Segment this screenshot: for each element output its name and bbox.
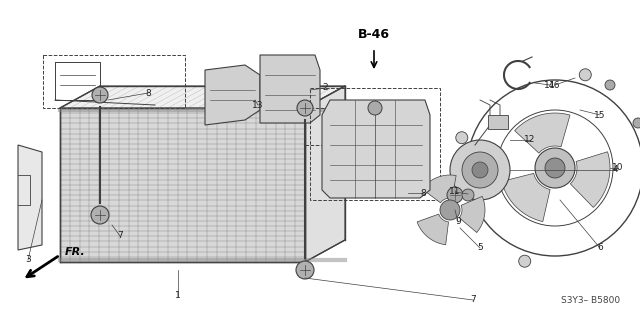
- Text: 1: 1: [175, 292, 181, 300]
- Polygon shape: [459, 197, 485, 233]
- Text: FR.: FR.: [65, 247, 86, 257]
- Polygon shape: [422, 175, 456, 203]
- Text: B-46: B-46: [358, 28, 390, 41]
- Text: 16: 16: [549, 80, 561, 90]
- Text: 3: 3: [25, 256, 31, 264]
- Text: 2: 2: [322, 84, 328, 93]
- Text: 9: 9: [455, 218, 461, 226]
- Circle shape: [456, 132, 468, 144]
- Circle shape: [633, 118, 640, 128]
- Polygon shape: [260, 55, 320, 123]
- Text: S3Y3– B5800: S3Y3– B5800: [561, 296, 620, 305]
- Circle shape: [450, 140, 510, 200]
- Circle shape: [368, 101, 382, 115]
- Text: 14: 14: [544, 80, 556, 90]
- Text: 12: 12: [524, 136, 536, 145]
- Text: 6: 6: [597, 243, 603, 253]
- Circle shape: [91, 206, 109, 224]
- Text: 13: 13: [252, 100, 264, 109]
- Circle shape: [605, 80, 615, 90]
- Circle shape: [296, 261, 314, 279]
- Circle shape: [462, 152, 498, 188]
- Polygon shape: [502, 174, 550, 222]
- Circle shape: [579, 69, 591, 81]
- Circle shape: [92, 87, 108, 103]
- Circle shape: [518, 255, 531, 267]
- Circle shape: [447, 187, 463, 203]
- Circle shape: [297, 100, 313, 116]
- Text: 15: 15: [595, 110, 605, 120]
- Polygon shape: [417, 214, 449, 245]
- Circle shape: [462, 189, 474, 201]
- Polygon shape: [305, 86, 345, 262]
- Text: 4: 4: [612, 166, 618, 174]
- Circle shape: [472, 162, 488, 178]
- Polygon shape: [515, 113, 570, 153]
- Polygon shape: [60, 86, 345, 108]
- Text: 11: 11: [449, 188, 461, 197]
- Text: 5: 5: [477, 243, 483, 253]
- Polygon shape: [60, 108, 305, 262]
- Circle shape: [545, 158, 565, 178]
- Text: 8: 8: [145, 88, 151, 98]
- Text: 7: 7: [470, 295, 476, 305]
- Polygon shape: [322, 100, 430, 198]
- Polygon shape: [570, 152, 610, 207]
- Text: 10: 10: [612, 164, 624, 173]
- Circle shape: [440, 200, 460, 220]
- Circle shape: [535, 148, 575, 188]
- Text: 8: 8: [420, 189, 426, 197]
- Polygon shape: [205, 65, 260, 125]
- Text: 7: 7: [117, 232, 123, 241]
- Bar: [488, 115, 508, 129]
- Polygon shape: [18, 145, 42, 250]
